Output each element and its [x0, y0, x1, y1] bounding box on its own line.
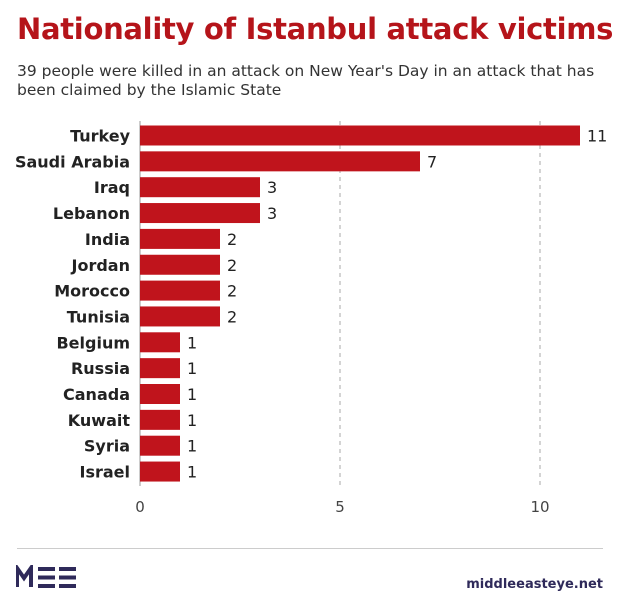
value-label: 1: [187, 333, 197, 352]
category-label: Israel: [80, 463, 131, 482]
bar: [140, 280, 220, 301]
bar: [140, 461, 180, 482]
category-label: Syria: [84, 437, 130, 456]
value-label: 3: [267, 204, 277, 223]
value-label: 2: [227, 230, 237, 249]
value-label: 3: [267, 178, 277, 197]
category-label: Canada: [63, 385, 130, 404]
bar: [140, 332, 180, 353]
category-label: Jordan: [71, 256, 130, 275]
category-label: India: [85, 230, 130, 249]
bar: [140, 125, 580, 146]
x-tick-label: 10: [530, 498, 549, 516]
bar: [140, 384, 180, 404]
value-label: 1: [187, 463, 197, 482]
value-label: 1: [187, 385, 197, 404]
category-label: Morocco: [54, 282, 130, 301]
category-label: Kuwait: [68, 411, 131, 430]
x-tick-label: 5: [335, 498, 345, 516]
bar: [140, 409, 180, 430]
value-label: 2: [227, 282, 237, 301]
category-label: Tunisia: [67, 307, 130, 326]
bar: [140, 151, 420, 172]
x-tick-label: 0: [135, 498, 145, 516]
value-label: 1: [187, 411, 197, 430]
gridlines: [139, 121, 541, 486]
bar: [140, 228, 220, 249]
bar: [140, 254, 220, 275]
value-label: 1: [187, 437, 197, 456]
category-label: Saudi Arabia: [15, 152, 130, 171]
value-label: 1: [187, 359, 197, 378]
value-label: 7: [427, 152, 437, 171]
bar: [140, 435, 180, 456]
bar: [140, 358, 180, 379]
category-label: Turkey: [70, 127, 131, 146]
bar: [140, 203, 260, 224]
mee-logo-icon: [16, 565, 76, 588]
site-url: middleeasteye.net: [466, 577, 603, 592]
category-label: Lebanon: [53, 204, 130, 223]
category-label: Iraq: [94, 178, 130, 197]
value-label: 11: [587, 127, 607, 146]
footer-divider: [17, 548, 603, 549]
category-label: Russia: [71, 359, 130, 378]
bars: [140, 125, 580, 482]
bar: [140, 306, 220, 327]
chart-title: Nationality of Istanbul attack victims: [17, 12, 614, 46]
value-label: 2: [227, 307, 237, 326]
category-label: Belgium: [56, 333, 130, 352]
value-label: 2: [227, 256, 237, 275]
chart-subtitle: 39 people were killed in an attack on Ne…: [17, 62, 595, 99]
bar: [140, 177, 260, 198]
